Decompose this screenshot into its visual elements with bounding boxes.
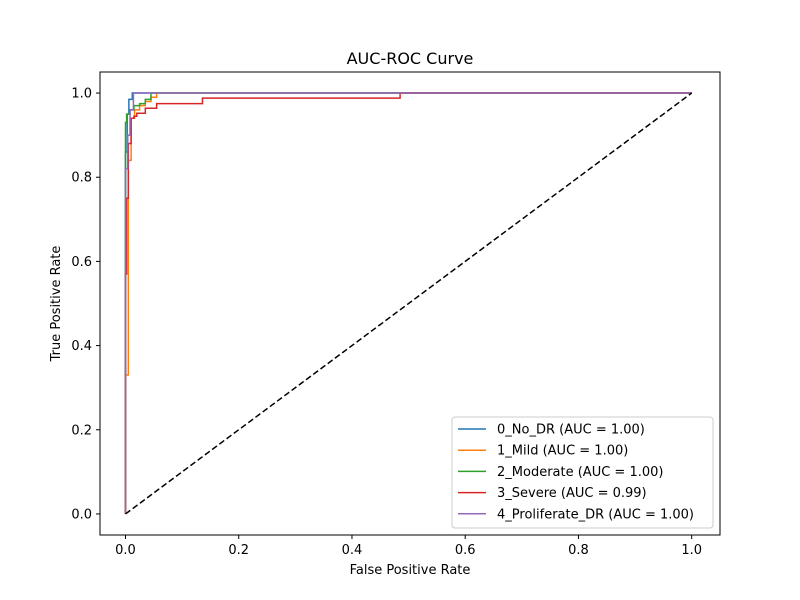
- legend-box: [451, 416, 714, 529]
- y-tick-label: 0.0: [71, 507, 92, 522]
- series-line-4: [124, 92, 692, 514]
- y-tick-label: 0.6: [71, 255, 92, 270]
- legend-label-1: 1_Mild (AUC = 1.00): [497, 444, 628, 459]
- chart-title: AUC-ROC Curve: [347, 49, 474, 68]
- x-tick-label: 0.8: [568, 543, 589, 558]
- y-tick-label: 0.8: [71, 171, 92, 186]
- reference-diagonal-line: [125, 92, 693, 515]
- legend-label-2: 2_Moderate (AUC = 1.00): [497, 465, 663, 480]
- series-line-1: [124, 92, 692, 514]
- x-tick-label: 0.4: [342, 543, 363, 558]
- y-tick-label: 1.0: [71, 87, 92, 102]
- y-axis-label: True Positive Rate: [49, 246, 64, 363]
- y-tick-label: 0.2: [71, 423, 92, 438]
- x-tick-label: 0.0: [115, 543, 136, 558]
- x-axis-label: False Positive Rate: [350, 563, 471, 578]
- series-layer: [124, 92, 692, 514]
- ticks-layer: 0.0 0.2 0.4 0.6 0.8 1.0 0.0 0.2 0.4 0.6 0.8 1.0: [71, 87, 702, 558]
- legend-label-4: 4_Proliferate_DR (AUC = 1.00): [497, 507, 694, 522]
- x-tick-label: 0.6: [455, 543, 476, 558]
- legend-label-3: 3_Severe (AUC = 0.99): [497, 486, 647, 501]
- plot-frame: [99, 71, 721, 536]
- legend: 0_No_DR (AUC = 1.00) 1_Mild (AUC = 1.00) 2…: [451, 416, 714, 529]
- x-tick-label: 1.0: [681, 543, 702, 558]
- x-tick-label: 0.2: [228, 543, 249, 558]
- y-tick-label: 0.4: [71, 339, 92, 354]
- reference-layer: [125, 92, 693, 515]
- series-line-3: [124, 92, 692, 514]
- legend-label-0: 0_No_DR (AUC = 1.00): [497, 423, 645, 438]
